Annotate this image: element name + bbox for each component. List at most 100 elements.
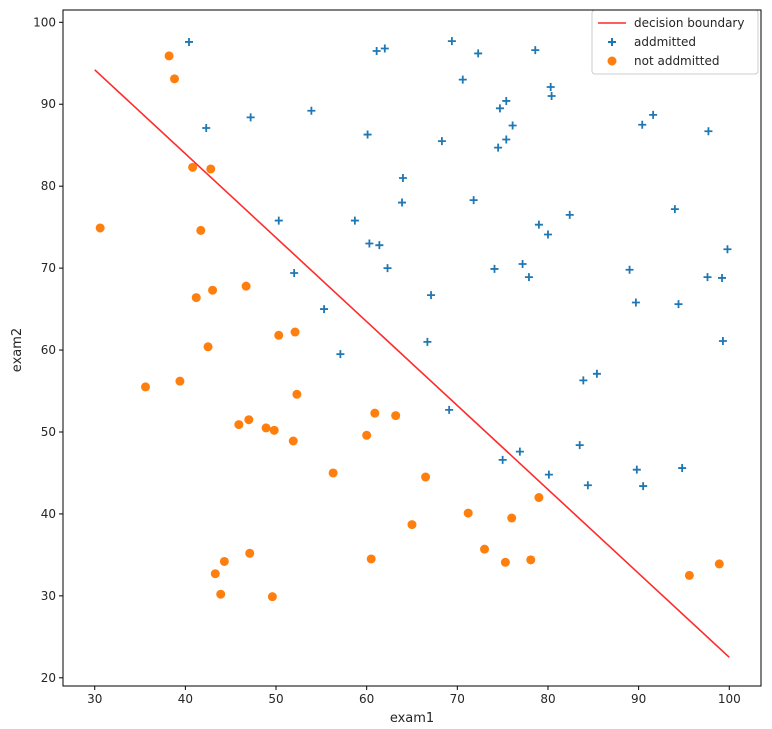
not-admitted-point xyxy=(241,281,251,291)
admitted-point xyxy=(649,110,658,119)
not-admitted-point xyxy=(267,592,277,602)
admitted-point xyxy=(398,173,407,182)
admitted-point xyxy=(495,104,504,113)
x-tick-label: 80 xyxy=(540,692,555,706)
admitted-point xyxy=(447,37,456,46)
legend-admitted-swatch xyxy=(608,38,616,46)
not-admitted-point xyxy=(234,420,244,430)
admitted-point xyxy=(398,198,407,207)
admitted-point xyxy=(437,137,446,146)
legend-not-admitted-label: not addmitted xyxy=(634,54,720,68)
not-admitted-point xyxy=(534,493,544,503)
not-admitted-point xyxy=(164,51,174,61)
not-admitted-point xyxy=(140,382,150,392)
not-admitted-point xyxy=(328,468,338,478)
admitted-point xyxy=(531,46,540,55)
legend-boundary-label: decision boundary xyxy=(634,16,744,30)
admitted-point xyxy=(336,350,345,359)
not-admitted-point xyxy=(463,508,473,518)
admitted-point xyxy=(543,230,552,239)
legend-not-admitted-swatch xyxy=(607,56,617,66)
y-tick-label: 80 xyxy=(41,179,56,193)
legend: decision boundary addmitted not addmitte… xyxy=(591,9,759,75)
y-tick-label: 50 xyxy=(41,425,56,439)
admitted-point xyxy=(639,482,648,491)
not-admitted-point xyxy=(261,423,271,433)
decision-boundary-line xyxy=(94,69,730,658)
admitted-point xyxy=(427,291,436,300)
not-admitted-point xyxy=(366,554,376,564)
plot-layer xyxy=(94,37,732,658)
admitted-point xyxy=(502,96,511,105)
not-admitted-point xyxy=(196,225,206,235)
admitted-point xyxy=(592,369,601,378)
admitted-point xyxy=(674,300,683,309)
x-tick-label: 60 xyxy=(359,692,374,706)
y-tick-label: 40 xyxy=(41,507,56,521)
admitted-point xyxy=(375,241,384,250)
x-tick-label: 90 xyxy=(631,692,646,706)
plot-frame xyxy=(62,9,762,687)
not-admitted-point xyxy=(407,520,417,530)
not-admitted-point xyxy=(216,589,226,599)
admitted-point xyxy=(458,75,467,84)
admitted-point xyxy=(631,298,640,307)
admitted-point xyxy=(320,305,329,314)
x-tick-label: 100 xyxy=(718,692,741,706)
admitted-point xyxy=(625,265,634,274)
admitted-point xyxy=(534,220,543,229)
x-tick-label: 30 xyxy=(87,692,102,706)
not-admitted-point xyxy=(684,570,694,580)
y-tick-label: 100 xyxy=(33,15,56,29)
not-admitted-point xyxy=(480,544,490,554)
admitted-point xyxy=(469,196,478,205)
admitted-point xyxy=(185,37,194,46)
not-admitted-point xyxy=(219,556,229,566)
not-admitted-point xyxy=(169,74,179,84)
admitted-point xyxy=(423,337,432,346)
x-tick-label: 50 xyxy=(268,692,283,706)
admitted-point xyxy=(704,127,713,136)
y-tick-label: 60 xyxy=(41,343,56,357)
admitted-point xyxy=(490,264,499,273)
admitted-point xyxy=(575,441,584,450)
admitted-point xyxy=(365,239,374,248)
not-admitted-point xyxy=(290,327,300,337)
not-admitted-point xyxy=(421,472,431,482)
admitted-point xyxy=(544,470,553,479)
y-tick-label: 20 xyxy=(41,671,56,685)
not-admitted-point xyxy=(203,342,213,352)
x-tick-label: 40 xyxy=(178,692,193,706)
admitted-point xyxy=(565,210,574,219)
x-tick-label: 70 xyxy=(450,692,465,706)
x-axis-ticks: 30 40 50 60 70 80 90 100 xyxy=(87,686,741,706)
not-admitted-point xyxy=(362,430,372,440)
admitted-point xyxy=(515,447,524,456)
not-admitted-point xyxy=(714,559,724,569)
admitted-point xyxy=(383,264,392,273)
y-axis-ticks: 20 30 40 50 60 70 80 90 100 xyxy=(33,15,63,685)
y-axis-label: exam2 xyxy=(10,328,25,372)
admitted-point xyxy=(632,465,641,474)
admitted-point xyxy=(723,245,732,254)
admitted-point xyxy=(508,121,517,130)
admitted-point xyxy=(718,273,727,282)
x-axis-label: exam1 xyxy=(390,711,434,726)
admitted-point xyxy=(703,273,712,282)
not-admitted-point xyxy=(175,376,185,386)
legend-admitted-label: addmitted xyxy=(634,35,696,49)
not-admitted-point xyxy=(292,389,302,399)
admitted-point xyxy=(518,260,527,269)
admitted-point xyxy=(474,49,483,58)
not-admitted-point xyxy=(95,223,105,233)
not-admitted-point xyxy=(391,411,401,421)
not-admitted-point xyxy=(500,557,510,567)
not-admitted-point xyxy=(208,285,218,295)
admitted-point xyxy=(274,216,283,225)
admitted-point xyxy=(546,83,555,92)
admitted-point xyxy=(498,455,507,464)
admitted-point xyxy=(494,143,503,152)
admitted-point xyxy=(579,376,588,385)
admitted-point xyxy=(638,120,647,129)
